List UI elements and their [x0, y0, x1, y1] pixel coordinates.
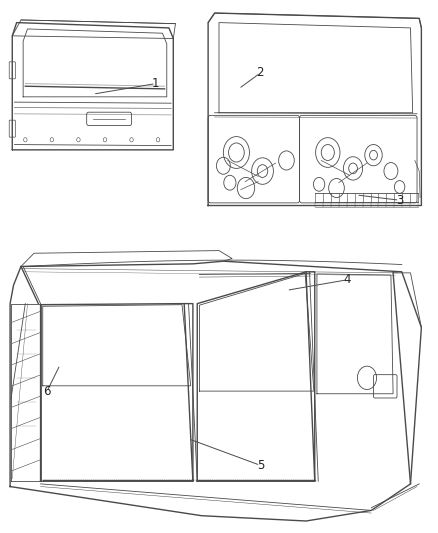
- Text: 4: 4: [344, 273, 351, 286]
- FancyBboxPatch shape: [9, 120, 15, 137]
- Text: 1: 1: [152, 77, 159, 90]
- FancyBboxPatch shape: [9, 62, 15, 79]
- Text: 3: 3: [396, 193, 403, 207]
- Text: 2: 2: [257, 67, 264, 79]
- Text: 6: 6: [43, 385, 51, 398]
- Text: 5: 5: [257, 459, 264, 472]
